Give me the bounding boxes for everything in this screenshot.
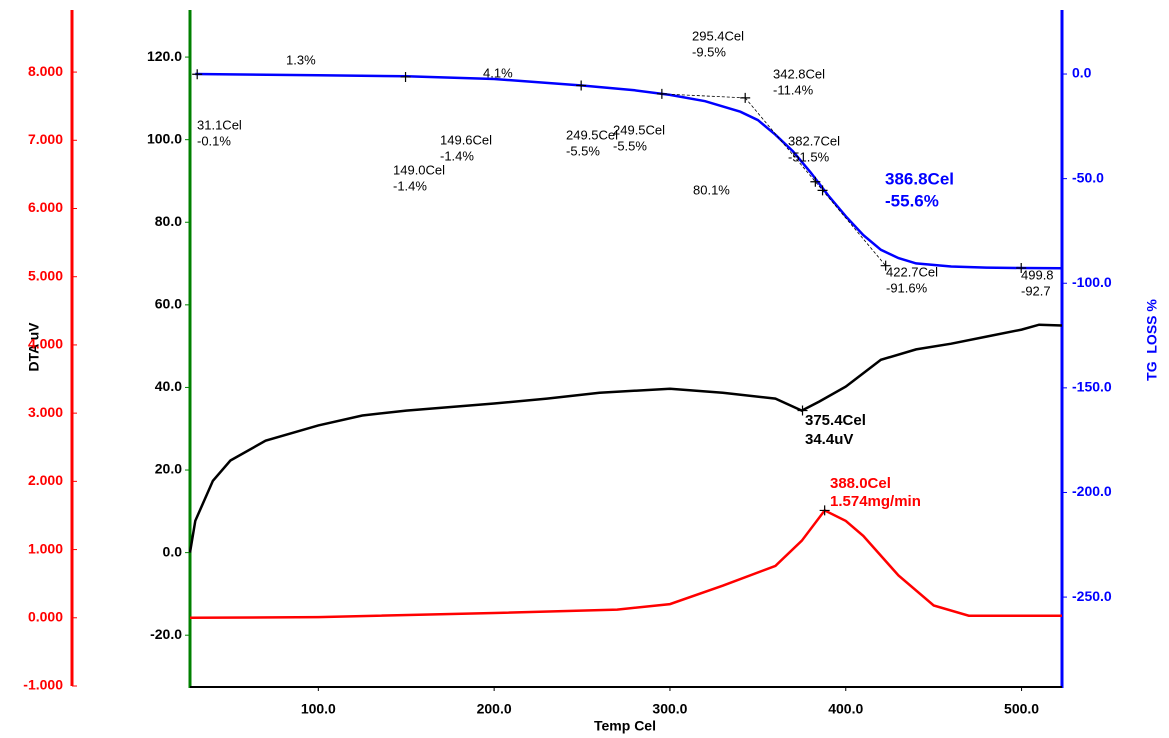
x-tick-label: 200.0 <box>477 701 512 717</box>
y-tick-label: 80.0 <box>155 213 182 229</box>
y2-tick-label: 0.0 <box>1072 65 1092 81</box>
annotation: 1.574mg/min <box>830 493 921 510</box>
y3-tick-label: 1.000 <box>28 540 63 556</box>
series-line <box>195 72 1063 270</box>
y3-tick-label: 0.000 <box>28 608 63 624</box>
y3-tick-label: 6.000 <box>28 199 63 215</box>
annotation: -55.6% <box>885 191 939 210</box>
tg-marker <box>880 260 891 271</box>
y3-tick-label: 2.000 <box>28 472 63 488</box>
y3-tick-label: 5.000 <box>28 267 63 283</box>
tg-marker <box>810 176 821 187</box>
annotation: 249.5Cel <box>613 122 665 137</box>
annotation: 31.1Cel <box>197 117 242 132</box>
x-axis-title: Temp Cel <box>594 718 656 734</box>
series-line <box>189 508 1062 620</box>
annotation: 149.6Cel <box>440 132 492 147</box>
annotation: 34.4uV <box>805 431 853 448</box>
y-tick-label: 120.0 <box>147 48 182 64</box>
annotation: 388.0Cel <box>830 475 891 492</box>
y-tick-label: -20.0 <box>150 626 182 642</box>
annotation: 80.1% <box>693 182 730 197</box>
annotation: -5.5% <box>613 138 647 153</box>
y3-tick-label: -1.000 <box>23 677 63 693</box>
tangent-line <box>744 97 886 266</box>
tangent-line <box>661 93 746 99</box>
annotation: 4.1% <box>483 65 513 80</box>
annotation: 295.4Cel <box>692 28 744 43</box>
annotation: -1.4% <box>393 178 427 193</box>
y2-axis-title: TG LOSS % <box>1144 299 1160 381</box>
y-tick-label: 40.0 <box>155 378 182 394</box>
y2-tick-label: -200.0 <box>1072 483 1112 499</box>
y2-tick-label: -50.0 <box>1072 169 1104 185</box>
annotation: -9.5% <box>692 44 726 59</box>
annotations: 1.3%4.1%31.1Cel-0.1% 149.6Cel-1.4%149.0Ce… <box>197 28 1054 510</box>
annotation: -91.6% <box>886 280 928 295</box>
annotation: -5.5% <box>566 143 600 158</box>
x-tick-label: 400.0 <box>828 701 863 717</box>
dtg-marker <box>819 505 830 516</box>
tg-marker <box>1016 262 1027 273</box>
annotation: -0.1% <box>197 133 231 148</box>
y3-tick-label: 8.000 <box>28 63 63 79</box>
y2-tick-label: -250.0 <box>1072 588 1112 604</box>
annotation: 1.3% <box>286 52 316 67</box>
x-tick-label: 500.0 <box>1004 701 1039 717</box>
annotation: 342.8Cel <box>773 66 825 81</box>
tg-marker <box>400 71 411 82</box>
tg-marker <box>192 69 203 80</box>
tg-marker <box>817 185 828 196</box>
y-tick-label: 20.0 <box>155 461 182 477</box>
annotation: -51.5% <box>788 149 830 164</box>
y2-tick-label: -150.0 <box>1072 379 1112 395</box>
annotation: 499.8 <box>1021 267 1054 282</box>
series-line <box>188 323 1063 553</box>
dta-marker <box>797 405 808 416</box>
y-tick-label: 60.0 <box>155 296 182 312</box>
y3-tick-label: 7.000 <box>28 131 63 147</box>
y2-tick-label: -100.0 <box>1072 274 1112 290</box>
annotation: 382.7Cel <box>788 133 840 148</box>
annotation: -92.7 <box>1021 283 1051 298</box>
x-tick-label: 100.0 <box>301 701 336 717</box>
annotation: 149.0Cel <box>393 162 445 177</box>
annotation: 249.5Cel <box>566 127 618 142</box>
y-tick-label: 0.0 <box>163 543 183 559</box>
y3-tick-label: 4.000 <box>28 336 63 352</box>
annotation: -1.4% <box>440 148 474 163</box>
y3-tick-label: 3.000 <box>28 404 63 420</box>
y-axis-title: DTA uV <box>26 322 42 372</box>
x-tick-label: 300.0 <box>652 701 687 717</box>
annotation: 386.8Cel <box>885 169 954 188</box>
tg-marker <box>656 88 667 99</box>
annotation: 422.7Cel <box>886 264 938 279</box>
y-tick-label: 100.0 <box>147 130 182 146</box>
tg-marker <box>576 80 587 91</box>
annotation: -11.4% <box>773 82 814 97</box>
tg-marker <box>740 92 751 103</box>
annotation: 375.4Cel <box>805 412 866 429</box>
